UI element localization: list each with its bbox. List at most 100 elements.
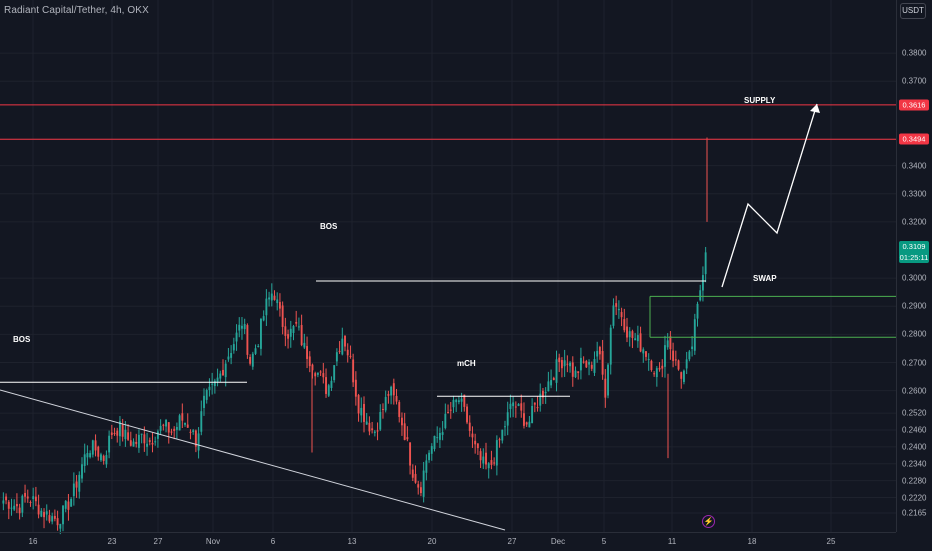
bos-label-left: BOS — [13, 335, 31, 344]
candle-body — [468, 422, 471, 431]
candle-body — [146, 443, 149, 447]
grid-layer — [0, 0, 896, 532]
candle-body — [194, 430, 197, 447]
time-tick-label: 6 — [270, 537, 276, 546]
price-tick-label: 0.2800 — [902, 329, 927, 339]
candle-body — [612, 305, 615, 326]
time-scale[interactable] — [0, 532, 896, 551]
candle-body — [213, 380, 216, 387]
candle-body — [455, 399, 458, 403]
candle-body — [86, 453, 89, 458]
candle-body — [392, 383, 395, 396]
mch-label: mCH — [457, 359, 476, 368]
bar-countdown-label: 01:25:11 — [899, 253, 929, 263]
candle-body — [268, 297, 271, 300]
candle-body — [699, 290, 702, 301]
candle-body — [457, 400, 460, 403]
candle-body — [314, 373, 317, 377]
time-tick-label: 16 — [28, 537, 38, 546]
candle-body — [680, 372, 683, 379]
price-tick-label: 0.2220 — [902, 493, 927, 502]
candle-body — [62, 505, 64, 525]
candle-body — [639, 333, 642, 352]
drawing-layer — [0, 103, 896, 531]
candle-body — [363, 403, 365, 422]
candle-body — [666, 340, 669, 348]
candle-body — [485, 452, 487, 465]
candle-body — [623, 319, 626, 331]
candle-body — [436, 437, 439, 439]
candle-body — [525, 422, 528, 425]
candle-body — [688, 351, 691, 360]
candle-body — [653, 373, 656, 375]
supply-label: SUPPLY — [744, 96, 776, 105]
candle-body — [601, 350, 604, 375]
candle-body — [295, 321, 298, 324]
candle-body — [569, 362, 572, 367]
candle-body — [452, 399, 455, 408]
candle-body — [154, 441, 157, 443]
candle-body — [311, 364, 314, 371]
time-tick-label: Dec — [550, 537, 566, 546]
candle-body — [365, 421, 368, 425]
candle-body — [224, 363, 227, 378]
candle-body — [143, 434, 146, 444]
candle-body — [227, 356, 230, 360]
candle-body — [319, 371, 322, 373]
candle-body — [647, 359, 650, 361]
candle-body — [604, 378, 607, 398]
candle-body — [257, 346, 260, 348]
candle-body — [276, 299, 279, 304]
candle-body — [81, 464, 83, 479]
candle-body — [360, 407, 363, 416]
time-tick-label: 20 — [427, 537, 437, 546]
candle-body — [406, 437, 409, 440]
lightning-icon[interactable]: ⚡ — [702, 515, 715, 528]
candle-body — [205, 390, 208, 400]
candle-body — [376, 430, 379, 432]
currency-selector[interactable]: USDT — [900, 3, 926, 19]
candle-body — [661, 365, 664, 369]
price-tick-label: 0.2165 — [902, 508, 927, 518]
candle-body — [539, 393, 542, 406]
candle-body — [550, 380, 553, 386]
candle-body — [316, 372, 319, 375]
candle-body — [97, 446, 100, 457]
candle-layer — [2, 137, 708, 535]
candle-body — [476, 443, 479, 449]
candle-body — [178, 415, 181, 431]
candle-body — [417, 484, 420, 488]
candle-body — [650, 360, 653, 371]
candle-body — [590, 364, 593, 369]
candle-body — [449, 409, 452, 411]
candle-body — [598, 346, 601, 355]
candle-body — [273, 295, 276, 300]
candle-body — [330, 380, 333, 388]
candle-body — [162, 424, 165, 426]
candle-body — [628, 331, 631, 338]
candle-body — [265, 298, 268, 316]
candle-body — [357, 395, 360, 414]
candle-body — [422, 470, 425, 497]
candle-body — [428, 452, 431, 461]
candle-body — [514, 406, 517, 408]
candle-body — [108, 435, 111, 453]
candle-body — [48, 515, 51, 522]
swap-label: SWAP — [753, 274, 777, 283]
time-tick-label: 18 — [747, 537, 757, 546]
candle-body — [189, 431, 192, 433]
price-tick-label: 0.2600 — [902, 386, 927, 396]
candle-body — [571, 362, 574, 377]
candle-body — [430, 446, 433, 454]
candle-body — [414, 473, 417, 483]
candle-body — [533, 402, 536, 405]
price-tag-resistance-lower: 0.3494 — [899, 133, 929, 145]
candle-body — [75, 481, 78, 488]
candle-body — [135, 441, 138, 444]
candle-body — [15, 504, 18, 507]
candle-body — [509, 403, 512, 409]
price-scale[interactable] — [896, 0, 932, 532]
candle-body — [634, 338, 637, 341]
